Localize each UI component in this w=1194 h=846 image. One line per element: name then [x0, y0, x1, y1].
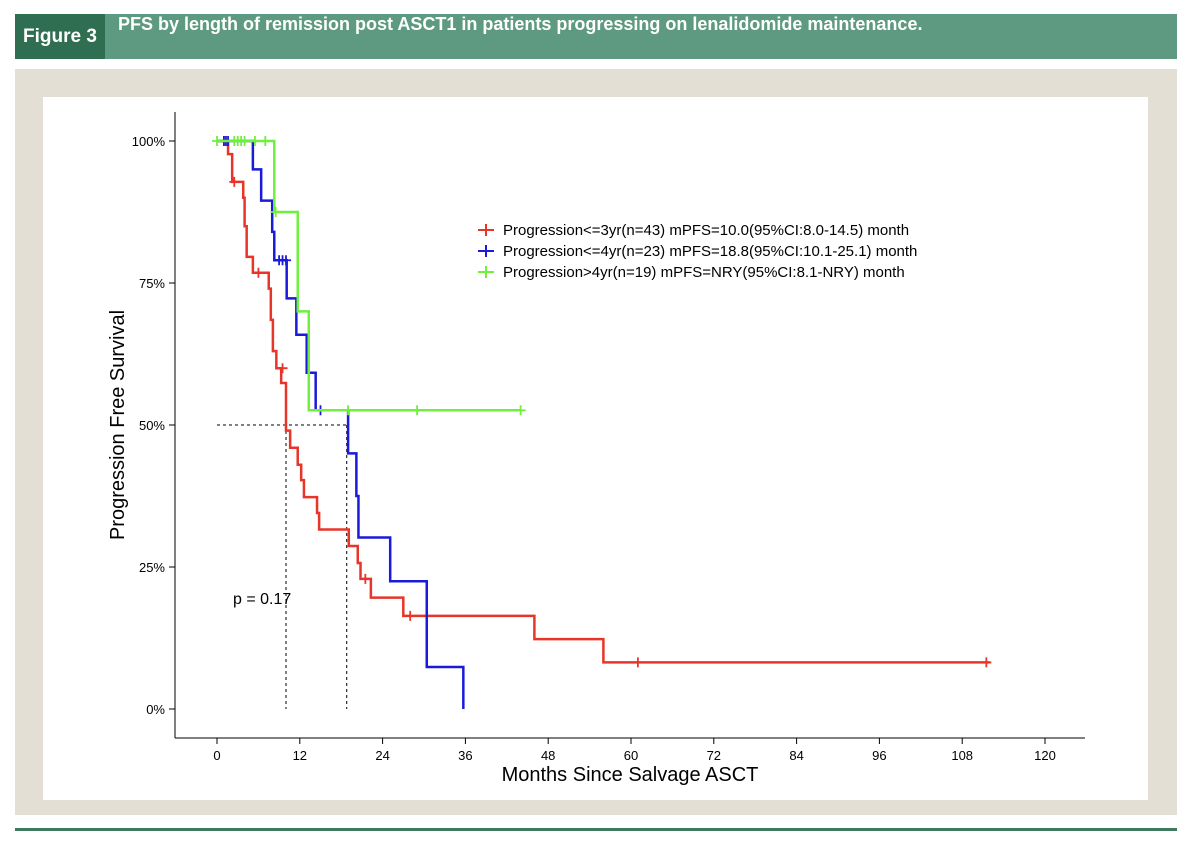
censor-mark [260, 136, 271, 146]
x-tick-label: 36 [458, 748, 472, 763]
y-tick-label: 0% [146, 702, 165, 717]
legend-entry: Progression>4yr(n=19) mPFS=NRY(95%CI:8.1… [503, 264, 905, 281]
figure-label: Figure 3 [15, 14, 105, 59]
censor-mark [360, 573, 371, 584]
legend-entry: Progression<=3yr(n=43) mPFS=10.0(95%CI:8… [503, 222, 909, 239]
y-tick-label: 75% [139, 276, 165, 291]
censor-mark [277, 363, 288, 374]
x-tick-label: 120 [1034, 748, 1056, 763]
km-curve-3 [217, 139, 521, 412]
x-axis-label: Months Since Salvage ASCT [502, 764, 759, 786]
figure-header: Figure 3 PFS by length of remission post… [15, 14, 1177, 59]
y-tick-label: 100% [132, 134, 166, 149]
censor-mark [249, 136, 260, 146]
p-value-annotation: p = 0.17 [233, 591, 291, 608]
figure-title: PFS by length of remission post ASCT1 in… [118, 14, 923, 34]
legend-marker [478, 266, 494, 278]
censor-mark [981, 657, 992, 668]
legend-marker [478, 224, 494, 236]
censor-mark [343, 405, 354, 416]
bottom-rule [15, 828, 1177, 831]
x-tick-label: 96 [872, 748, 886, 763]
x-tick-label: 84 [789, 748, 803, 763]
censor-mark [253, 267, 264, 278]
x-tick-label: 24 [375, 748, 389, 763]
km-curve-1 [217, 139, 990, 664]
x-tick-label: 48 [541, 748, 555, 763]
y-axis-label: Progression Free Survival [107, 310, 129, 540]
x-tick-label: 108 [951, 748, 973, 763]
y-tick-label: 25% [139, 560, 165, 575]
censor-mark [405, 610, 416, 621]
censor-mark [281, 255, 291, 266]
chart-area [43, 97, 1148, 800]
x-tick-label: 0 [213, 748, 220, 763]
legend-entry: Progression<=4yr(n=23) mPFS=18.8(95%CI:1… [503, 243, 917, 260]
censor-mark [239, 136, 250, 146]
x-tick-label: 12 [293, 748, 307, 763]
censor-mark [270, 207, 281, 217]
y-tick-label: 50% [139, 418, 165, 433]
x-tick-label: 72 [707, 748, 721, 763]
legend-marker [478, 245, 494, 257]
x-tick-label: 60 [624, 748, 638, 763]
censor-mark [632, 657, 643, 668]
censor-mark [412, 405, 423, 416]
censor-mark [515, 405, 526, 416]
censor-mark [229, 176, 240, 187]
km-curve-2 [217, 139, 465, 709]
censor-mark [212, 136, 222, 146]
